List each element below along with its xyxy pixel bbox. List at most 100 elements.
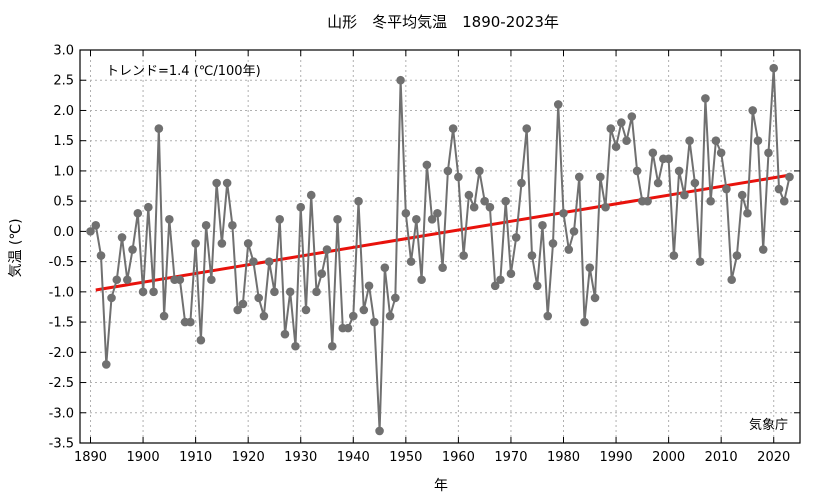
tick-layer: -3.5 -3.0 -2.5 -2.0 -1.5 -1.0 -0.5 0.0 0.5 1.0 1.5… [49, 44, 800, 465]
data-point [228, 221, 237, 230]
data-point [191, 239, 200, 248]
data-point [285, 287, 295, 297]
chart-title: 山形 冬平均気温 1890-2023年 [327, 13, 559, 31]
data-point [490, 281, 500, 291]
y-tick-label: 1.5 [53, 134, 74, 149]
data-point [485, 202, 495, 212]
x-tick-label: 2020 [757, 450, 790, 465]
x-tick-label: 1910 [179, 450, 212, 465]
data-point [222, 178, 232, 188]
data-point [186, 317, 195, 327]
y-tick-label: 2.5 [53, 74, 74, 89]
data-point [154, 124, 164, 133]
data-point [454, 172, 463, 182]
data-point [380, 263, 390, 272]
data-point [548, 239, 558, 248]
source-label: 気象庁 [749, 417, 788, 433]
y-tick-label: 0.0 [53, 225, 74, 240]
data-point [743, 208, 752, 218]
data-point [296, 202, 306, 212]
data-point [611, 142, 621, 152]
x-tick-label: 2010 [705, 450, 738, 465]
data-point [585, 263, 595, 272]
data-point [312, 287, 321, 297]
data-point [669, 251, 679, 260]
data-point [774, 184, 784, 194]
data-point [496, 275, 505, 285]
x-tick-label: 2000 [652, 450, 685, 465]
data-point [165, 214, 174, 224]
y-tick-label: 1.0 [53, 164, 74, 179]
data-point [653, 178, 663, 188]
data-point [617, 118, 626, 127]
data-point [243, 239, 253, 248]
data-point [217, 239, 227, 248]
data-point [96, 251, 106, 260]
data-point [264, 257, 274, 266]
x-tick-label: 1950 [389, 450, 422, 465]
data-point [401, 208, 411, 218]
data-point [433, 208, 442, 218]
data-point [685, 136, 694, 145]
data-point [680, 190, 689, 200]
data-point [590, 293, 600, 303]
data-point [291, 341, 300, 351]
data-point [569, 227, 579, 236]
data-point [469, 202, 479, 212]
data-point [574, 172, 584, 182]
data-point [538, 221, 547, 230]
data-point [695, 257, 705, 266]
data-point [122, 275, 132, 285]
x-tick-label: 1970 [494, 450, 527, 465]
data-point [785, 172, 794, 182]
y-tick-label: -1.0 [49, 285, 74, 300]
data-point [758, 245, 768, 254]
y-axis-label: 気温 (℃) [8, 218, 24, 277]
data-point [632, 166, 642, 176]
data-point [527, 251, 537, 260]
data-point [643, 196, 652, 206]
data-point [322, 245, 332, 254]
data-point [601, 202, 610, 212]
data-point [128, 245, 137, 254]
data-point [580, 317, 589, 327]
data-point [690, 178, 700, 188]
data-point [701, 94, 710, 103]
data-point [270, 287, 279, 297]
x-tick-label: 1900 [127, 450, 160, 465]
data-point [406, 257, 416, 266]
data-point [275, 214, 285, 224]
y-tick-label: 3.0 [53, 44, 74, 59]
data-point [117, 233, 127, 242]
data-point [464, 190, 474, 200]
y-tick-label: -3.0 [49, 406, 74, 421]
x-tick-label: 1940 [337, 450, 370, 465]
series-layer [86, 63, 794, 436]
data-point [727, 275, 736, 285]
data-point [648, 148, 658, 158]
data-point [448, 124, 458, 133]
x-tick-label: 1990 [600, 450, 633, 465]
data-point [506, 269, 516, 279]
data-point [364, 281, 374, 291]
data-point [175, 275, 185, 285]
y-tick-label: -2.5 [49, 376, 74, 391]
data-point [133, 208, 143, 218]
data-point [370, 317, 379, 327]
data-point [706, 196, 715, 206]
data-point [343, 323, 353, 333]
data-point [622, 136, 631, 145]
data-point [212, 178, 221, 188]
data-point [144, 202, 153, 212]
data-point [480, 196, 489, 206]
data-point [91, 221, 101, 230]
data-point [196, 335, 206, 345]
data-point [543, 311, 553, 321]
y-tick-label: 0.5 [53, 195, 74, 210]
data-point [149, 287, 158, 297]
data-point [732, 251, 742, 260]
data-point [385, 311, 395, 321]
y-tick-label: -3.5 [49, 437, 74, 452]
data-point [664, 154, 673, 164]
